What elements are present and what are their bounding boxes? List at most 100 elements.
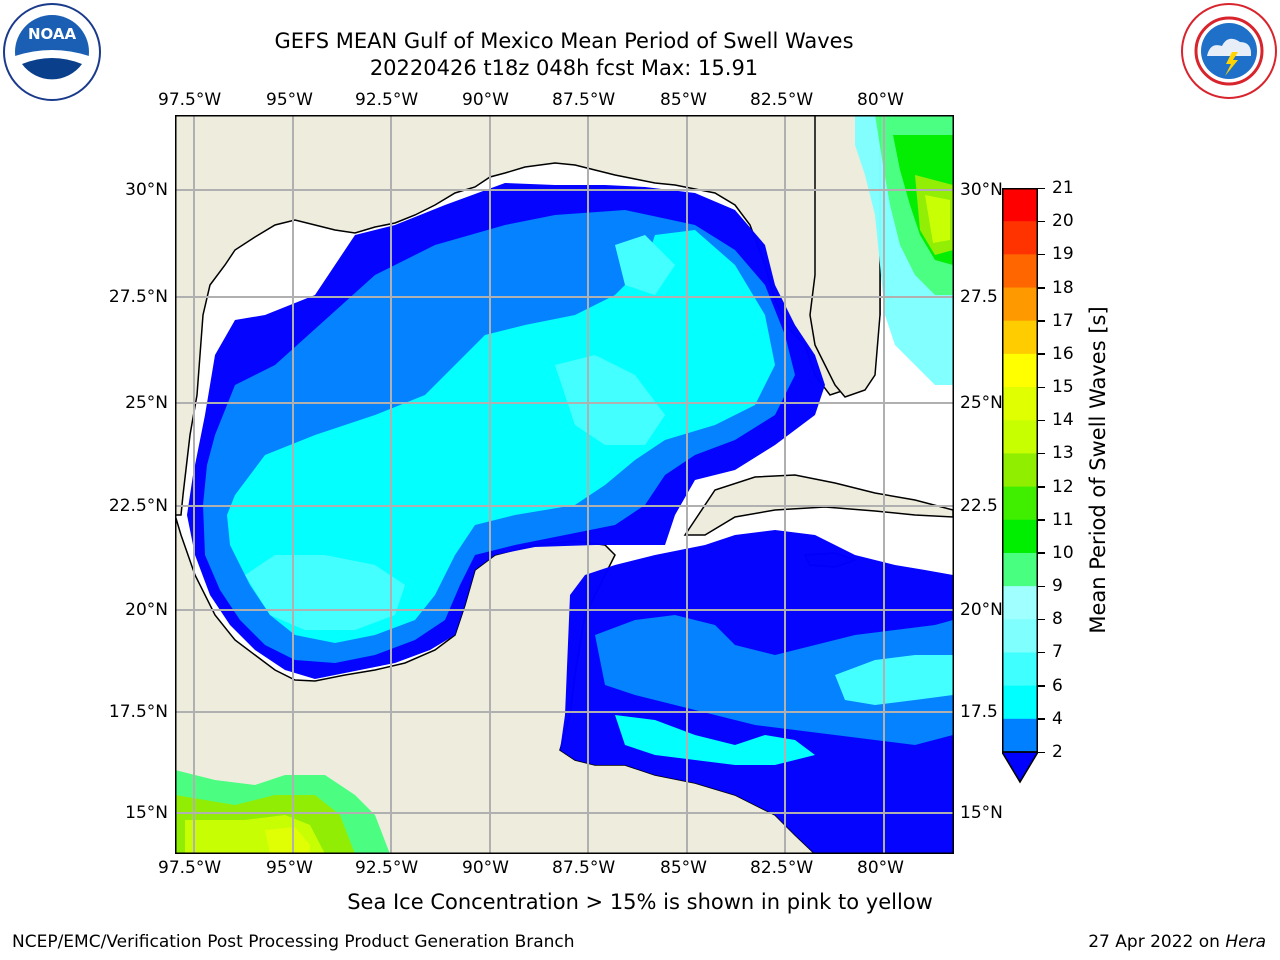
swell-band-13-14	[925, 195, 950, 243]
colorbar-swatch	[1002, 619, 1038, 653]
colorbar-tick-label: 14	[1052, 410, 1074, 431]
colorbar-tick-mark	[1038, 287, 1045, 289]
map-subtitle: 20220426 t18z 048h fcst Max: 15.91	[369, 56, 759, 80]
swell-band-6-7	[227, 230, 775, 643]
colorbar-swatch	[1002, 453, 1038, 488]
colorbar-tick-label: 2	[1052, 742, 1063, 762]
colorbar-tick-label: 21	[1052, 178, 1074, 198]
machine-name: Hera	[1225, 932, 1266, 952]
lon-tick-label: 85°W	[660, 858, 707, 878]
lat-tick-label: 20°N	[125, 600, 168, 620]
lat-tick-label: 30°N	[125, 180, 168, 200]
sea-ice-note: Sea Ice Concentration > 15% is shown in …	[347, 890, 933, 914]
colorbar-tick-mark	[1038, 486, 1045, 488]
colorbar-tick-mark	[1038, 651, 1045, 654]
colorbar-tick-mark	[1038, 751, 1045, 753]
colorbar-swatch	[1002, 718, 1038, 753]
date-stamp: 27 Apr 2022 on Hera	[1088, 932, 1266, 952]
swell-band-7-8	[835, 655, 953, 705]
colorbar-tick-mark	[1038, 718, 1045, 720]
colorbar-tick-label: 17	[1052, 310, 1074, 331]
colorbar-label: Mean Period of Swell Waves [s]	[1086, 306, 1110, 634]
lon-tick-label: 97.5°W	[158, 90, 222, 110]
map-panel	[174, 114, 954, 858]
lon-tick-label: 97.5°W	[158, 858, 222, 878]
lat-tick-label: 15°N	[960, 803, 1003, 823]
florida-land	[809, 114, 881, 398]
colorbar-swatch	[1002, 287, 1038, 322]
colorbar-swatch	[1002, 552, 1038, 587]
graticule	[175, 115, 954, 854]
lat-tick-label: 27.5°N	[108, 287, 168, 307]
colorbar-tick-mark	[1038, 685, 1045, 687]
colorbar-swatch	[1002, 586, 1038, 620]
swell-band-14-15	[265, 827, 310, 854]
colorbar-swatches	[1000, 188, 1040, 784]
noaa-logo-text: NOAA	[28, 25, 77, 43]
swell-band-7-8	[615, 235, 675, 295]
colorbar-swatch	[1002, 519, 1038, 554]
colorbar-swatch	[1002, 486, 1038, 521]
swell-band-7-8	[555, 355, 665, 445]
colorbar-tick-label: 10	[1052, 542, 1074, 563]
colorbar-extend-triangle	[1000, 751, 1040, 784]
nws-logo-icon	[1180, 2, 1278, 104]
colorbar-swatch	[1002, 320, 1038, 355]
lon-tick-label: 95°W	[266, 90, 313, 110]
colorbar-tick-label: 9	[1052, 576, 1063, 597]
colorbar-tick-label: 4	[1052, 708, 1063, 729]
lon-tick-label: 80°W	[857, 858, 904, 878]
colorbar-tick-mark	[1038, 585, 1045, 588]
colorbar-swatch	[1002, 254, 1038, 289]
colorbar-tick-label: 19	[1052, 244, 1074, 265]
swell-band-7-8	[245, 555, 405, 630]
colorbar-swatch	[1002, 188, 1038, 222]
credit-line: NCEP/EMC/Verification Post Processing Pr…	[12, 932, 575, 952]
lon-tick-label: 82.5°W	[750, 90, 814, 110]
lat-tick-label: 20°N	[960, 600, 1003, 620]
colorbar-tick-mark	[1038, 419, 1045, 422]
lon-tick-label: 85°W	[660, 90, 707, 110]
lat-tick-label: 22.5°N	[108, 496, 168, 516]
noaa-logo-icon: NOAA	[2, 2, 102, 106]
colorbar-frame	[1002, 188, 1038, 753]
colorbar-tick-label: 6	[1052, 675, 1063, 696]
lon-tick-label: 80°W	[857, 90, 904, 110]
lat-tick-label: 25°N	[960, 393, 1003, 413]
colorbar-tick-label: 20	[1052, 211, 1074, 232]
lon-tick-label: 82.5°W	[750, 858, 814, 878]
lon-tick-label: 87.5°W	[552, 858, 616, 878]
swell-period-map	[174, 114, 954, 855]
north-america-land	[174, 114, 881, 516]
colorbar-swatch	[1002, 420, 1038, 454]
colorbar-tick-label: 16	[1052, 343, 1074, 364]
colorbar-tick-label: 18	[1052, 277, 1074, 298]
colorbar-tick-label: 13	[1052, 443, 1074, 464]
lon-tick-label: 92.5°W	[355, 858, 419, 878]
swell-band-6-7	[615, 715, 815, 765]
date-text: 27 Apr 2022 on	[1088, 932, 1226, 952]
lon-tick-label: 87.5°W	[552, 90, 616, 110]
colorbar-tick-mark	[1038, 320, 1045, 322]
colorbar-swatch	[1002, 685, 1038, 720]
lat-tick-label: 30°N	[960, 180, 1003, 200]
lat-tick-label: 25°N	[125, 393, 168, 413]
colorbar-tick-label: 12	[1052, 476, 1074, 497]
colorbar-swatch	[1002, 652, 1038, 687]
lat-tick-label: 17.5°N	[108, 702, 168, 722]
map-title: GEFS MEAN Gulf of Mexico Mean Period of …	[274, 29, 854, 53]
lat-tick-label: 15°N	[125, 803, 168, 823]
colorbar-swatch	[1002, 353, 1038, 388]
colorbar-tick-mark	[1038, 187, 1045, 189]
colorbar-tick-mark	[1038, 618, 1045, 621]
colorbar-tick-mark	[1038, 353, 1045, 355]
lat-tick-label: 27.5	[960, 287, 998, 307]
colorbar-swatch	[1002, 221, 1038, 255]
colorbar-tick-mark	[1038, 552, 1045, 554]
lon-tick-label: 92.5°W	[355, 90, 419, 110]
colorbar-tick-mark	[1038, 386, 1045, 389]
lon-tick-label: 90°W	[462, 858, 509, 878]
colorbar-tick-mark	[1038, 452, 1045, 455]
colorbar-tick-label: 7	[1052, 642, 1063, 663]
map-frame	[175, 115, 954, 854]
